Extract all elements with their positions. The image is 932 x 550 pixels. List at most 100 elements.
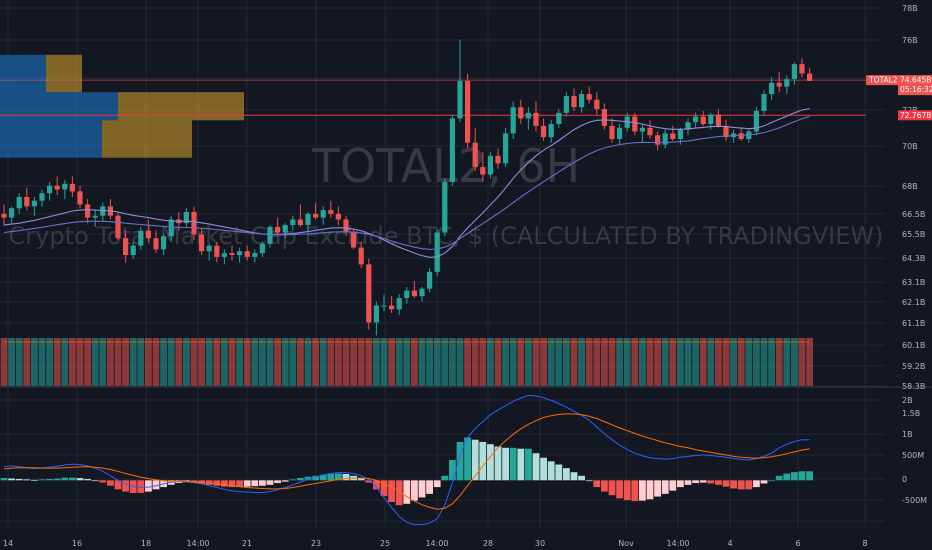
candle-body	[130, 245, 136, 256]
candle-body	[541, 125, 547, 138]
volume-bar	[608, 338, 616, 386]
macd-histogram-bar	[426, 480, 433, 494]
candle-body	[229, 253, 235, 256]
candle-body	[525, 112, 531, 119]
candle-body	[579, 94, 585, 108]
macd-histogram-bar	[684, 480, 692, 485]
macd-histogram-bar	[418, 480, 426, 498]
volume-bar	[167, 338, 175, 386]
macd-histogram-bar	[53, 478, 61, 481]
volume-bar	[357, 338, 365, 386]
price-axis-label: 68B	[902, 182, 918, 191]
candle-body	[518, 107, 524, 119]
macd-histogram-bar	[768, 480, 775, 482]
volume-bar	[76, 338, 84, 386]
volume-bar	[304, 338, 312, 386]
volume-bar	[585, 338, 593, 386]
candle-body	[290, 219, 296, 226]
macd-histogram-bar	[15, 478, 23, 481]
candle-body	[761, 94, 767, 111]
candle-body	[366, 264, 372, 323]
candle-body	[16, 197, 22, 209]
macd-histogram-bar	[745, 480, 753, 490]
time-axis-label: 8	[862, 539, 867, 548]
macd-axis-label: 1B	[902, 430, 913, 439]
volume-bar	[411, 338, 418, 386]
level-tag	[898, 110, 932, 121]
macd-histogram-bar	[715, 480, 722, 485]
volume-bar	[373, 338, 380, 386]
volume-bar	[791, 338, 798, 386]
candle-body	[791, 64, 797, 80]
volume-bar	[509, 338, 517, 386]
macd-histogram-bar	[532, 453, 540, 481]
macd-axis[interactable]: 2B 1.5B 1B 500M 0 -500M	[902, 396, 927, 505]
macd-histogram-bar	[464, 437, 471, 481]
volume-bar	[692, 338, 699, 386]
macd-histogram-bar	[0, 478, 8, 481]
macd-histogram-bar	[99, 480, 107, 483]
volume-bar	[517, 338, 525, 386]
moving-averages	[3, 108, 810, 258]
volume-bar	[494, 338, 502, 386]
price-axis-label: 62.1B	[902, 298, 925, 307]
price-axis[interactable]: 78B76B72B70B68B66.5B65.5B64.3B63.1B62.1B…	[902, 4, 925, 391]
candle-body	[495, 155, 501, 164]
volume-bar	[669, 338, 677, 386]
volume-bar	[289, 338, 297, 386]
candle-body	[275, 226, 281, 233]
macd-histogram-bar	[91, 480, 99, 482]
candle-body	[411, 290, 417, 297]
candle-body	[404, 290, 410, 299]
macd-histogram-bar	[266, 480, 274, 485]
macd-axis-label: 500M	[902, 451, 924, 460]
macd-histogram-bar	[570, 472, 578, 481]
candle-body	[267, 226, 273, 244]
time-axis[interactable]: 14 16 18 14:00 21 23 25 14:00 28 30 Nov 14:00 4 6 8	[3, 539, 868, 548]
macd-histogram-bar	[737, 480, 745, 490]
volume-bar	[259, 338, 266, 386]
candle-body	[670, 133, 676, 139]
volume-bar	[487, 338, 494, 386]
candle-body	[685, 122, 691, 130]
candle-body	[677, 129, 683, 139]
macd-histogram-bar	[403, 480, 411, 504]
volume-bar	[768, 338, 775, 386]
volume-bar	[38, 338, 46, 386]
macd-histogram-bar	[23, 479, 31, 481]
macd-histogram-bar	[107, 480, 114, 486]
candle-body	[609, 125, 615, 139]
price-axis-label: 70B	[902, 142, 918, 151]
volume-bar	[737, 338, 745, 386]
volume-bar	[327, 338, 335, 386]
price-axis-label: 78B	[902, 4, 918, 13]
candle-body	[563, 95, 569, 113]
macd-histogram-bar	[798, 471, 806, 481]
macd-line	[3, 394, 810, 526]
macd-histogram-bar	[395, 480, 403, 506]
macd-histogram-bar	[760, 480, 768, 484]
volume-bar	[623, 338, 631, 386]
time-axis-label: 14:00	[425, 539, 448, 548]
volume-profile	[0, 54, 244, 158]
macd-histogram-bar	[722, 480, 730, 487]
volume-bar	[418, 338, 426, 386]
candle-body	[199, 234, 205, 252]
volume-bar	[266, 338, 274, 386]
candle-body	[700, 116, 706, 125]
candle-body	[214, 245, 220, 257]
volume-bar	[684, 338, 692, 386]
macd-histogram-bar	[411, 480, 418, 501]
macd-histogram-bar	[213, 480, 221, 486]
candlestick-series[interactable]	[1, 39, 813, 336]
candle-body	[145, 230, 151, 239]
candle-body	[487, 155, 493, 175]
volume-bar	[251, 338, 259, 386]
macd-histogram-bar	[221, 480, 228, 487]
candle-body	[373, 305, 379, 323]
macd-histogram-bar	[449, 460, 456, 481]
candle-body	[662, 133, 668, 145]
candle-body	[343, 219, 349, 233]
